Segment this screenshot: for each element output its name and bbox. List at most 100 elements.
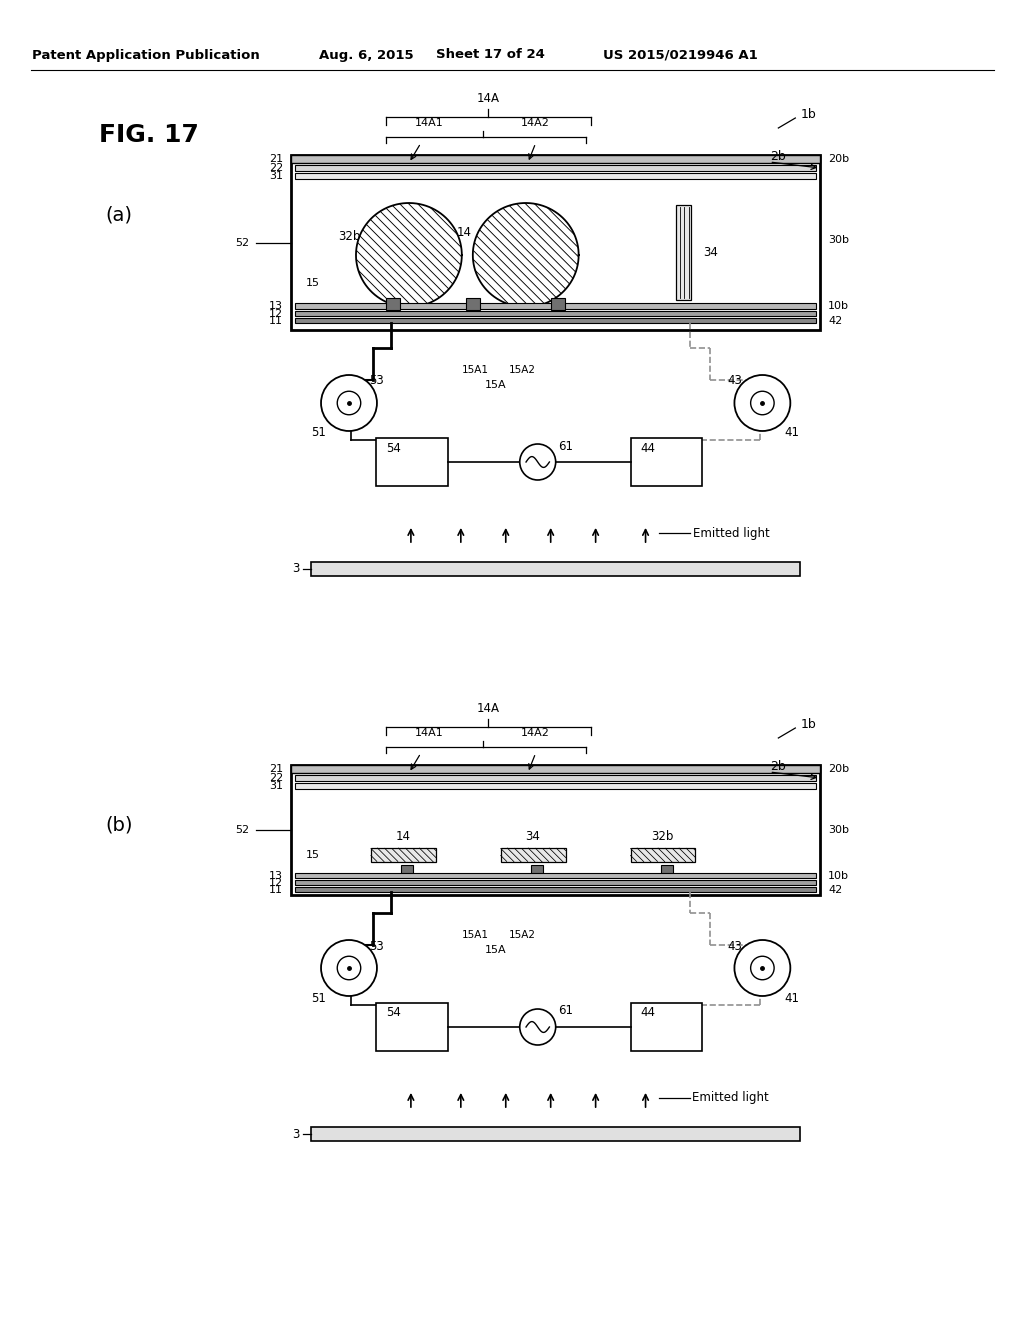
Bar — [295, 304, 816, 309]
Bar — [631, 438, 702, 486]
Text: Sheet 17 of 24: Sheet 17 of 24 — [436, 49, 545, 62]
Bar — [631, 1003, 702, 1051]
Text: 14A2: 14A2 — [521, 729, 550, 738]
Bar — [660, 865, 673, 875]
Text: 15A1: 15A1 — [462, 931, 489, 940]
Bar — [311, 562, 801, 576]
Text: 14A1: 14A1 — [415, 117, 443, 128]
Text: 22: 22 — [269, 162, 283, 173]
Text: 15A2: 15A2 — [509, 366, 537, 375]
Text: 14A2: 14A2 — [521, 117, 550, 128]
Text: 14A1: 14A1 — [415, 729, 443, 738]
Bar — [295, 775, 816, 781]
Text: 15A1: 15A1 — [462, 366, 489, 375]
Text: 3: 3 — [292, 1127, 299, 1140]
Text: 10b: 10b — [828, 871, 849, 880]
Circle shape — [337, 956, 360, 979]
Text: 14: 14 — [395, 830, 411, 843]
Text: 14: 14 — [457, 227, 471, 239]
Text: FIG. 17: FIG. 17 — [99, 123, 200, 147]
Circle shape — [337, 391, 360, 414]
Text: 14A: 14A — [476, 92, 500, 106]
Circle shape — [734, 940, 791, 997]
Text: (b): (b) — [105, 816, 133, 834]
Text: 53: 53 — [370, 940, 384, 953]
Text: 3: 3 — [292, 562, 299, 576]
Text: 14A: 14A — [476, 702, 500, 715]
Text: 15A: 15A — [485, 945, 507, 954]
Text: 52: 52 — [236, 238, 249, 248]
Text: 15: 15 — [306, 279, 321, 288]
Circle shape — [322, 940, 377, 997]
Text: 44: 44 — [641, 1006, 655, 1019]
Text: 2b: 2b — [770, 150, 786, 164]
Text: 30b: 30b — [828, 825, 849, 836]
Text: Aug. 6, 2015: Aug. 6, 2015 — [318, 49, 414, 62]
Text: 2b: 2b — [770, 760, 786, 774]
Text: 20b: 20b — [828, 764, 850, 774]
Bar — [295, 873, 816, 878]
Text: 11: 11 — [269, 315, 283, 326]
Text: 12: 12 — [269, 878, 283, 888]
Bar — [295, 783, 816, 789]
Text: 43: 43 — [727, 375, 741, 388]
Text: 42: 42 — [828, 315, 843, 326]
Bar — [295, 173, 816, 180]
Text: 34: 34 — [525, 830, 540, 843]
Text: 41: 41 — [784, 426, 800, 440]
Text: 11: 11 — [269, 884, 283, 895]
Bar — [530, 865, 543, 875]
Bar — [295, 880, 816, 884]
Text: Patent Application Publication: Patent Application Publication — [33, 49, 260, 62]
Text: 31: 31 — [269, 781, 283, 791]
Text: Emitted light: Emitted light — [692, 1092, 769, 1105]
Text: 54: 54 — [386, 1006, 400, 1019]
Text: 34: 34 — [703, 246, 719, 259]
Circle shape — [734, 375, 791, 432]
Circle shape — [322, 375, 377, 432]
Text: 22: 22 — [269, 774, 283, 783]
Bar — [295, 165, 816, 172]
Text: 15A: 15A — [485, 380, 507, 389]
Text: 44: 44 — [641, 441, 655, 454]
Text: 54: 54 — [386, 441, 400, 454]
Text: 30b: 30b — [828, 235, 849, 246]
Bar — [676, 205, 691, 300]
Circle shape — [751, 391, 774, 414]
Bar — [551, 298, 564, 310]
Text: 31: 31 — [269, 172, 283, 181]
Text: 21: 21 — [269, 764, 283, 774]
Text: 32b: 32b — [338, 231, 360, 243]
Bar — [295, 318, 816, 323]
Bar — [401, 865, 413, 875]
Bar — [631, 847, 695, 862]
Text: Emitted light: Emitted light — [693, 527, 770, 540]
Text: 51: 51 — [311, 991, 327, 1005]
Text: 1b: 1b — [801, 108, 816, 121]
Circle shape — [520, 1008, 556, 1045]
Bar — [501, 847, 565, 862]
Bar — [291, 154, 820, 330]
Text: 53: 53 — [370, 375, 384, 388]
Circle shape — [520, 444, 556, 480]
Text: 21: 21 — [269, 154, 283, 164]
Text: (a): (a) — [105, 206, 133, 224]
Text: 13: 13 — [269, 871, 283, 880]
Text: 43: 43 — [727, 940, 741, 953]
Bar — [291, 766, 820, 895]
Text: 15A2: 15A2 — [509, 931, 537, 940]
Bar — [376, 438, 447, 486]
Bar — [291, 154, 820, 162]
Text: 52: 52 — [236, 825, 249, 836]
Text: 32b: 32b — [651, 830, 674, 843]
Text: 15: 15 — [306, 850, 321, 861]
Bar — [295, 312, 816, 315]
Text: 12: 12 — [269, 309, 283, 319]
Text: 42: 42 — [828, 884, 843, 895]
Bar — [291, 766, 820, 774]
Bar — [295, 887, 816, 892]
Circle shape — [751, 956, 774, 979]
Bar — [311, 1127, 801, 1140]
Text: 13: 13 — [269, 301, 283, 312]
Text: 61: 61 — [558, 1005, 573, 1018]
